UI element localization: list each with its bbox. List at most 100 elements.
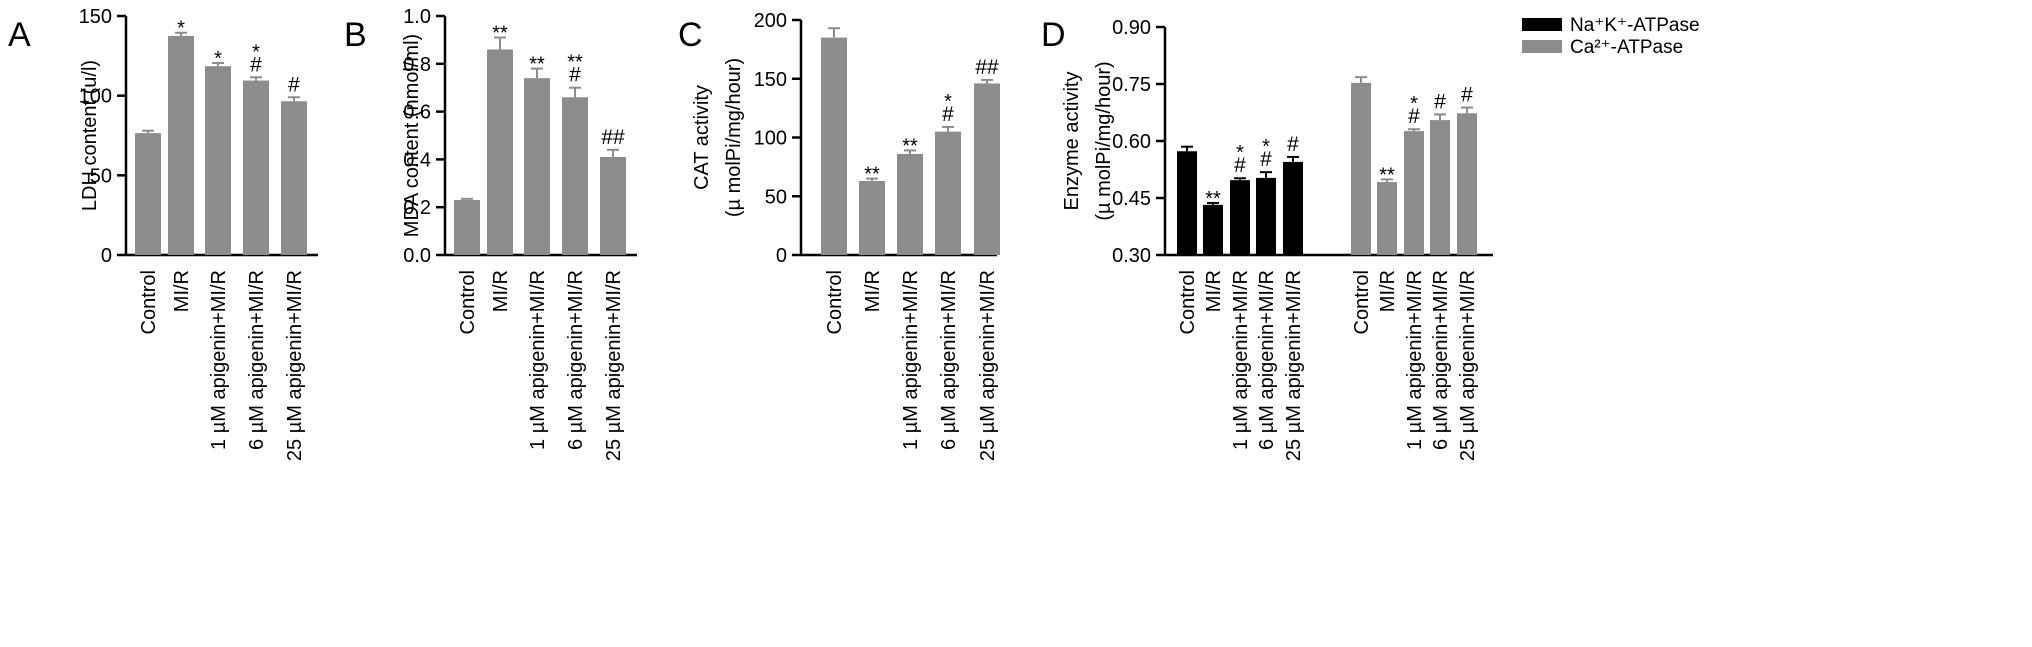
x-tick-label: MI/R <box>171 270 193 312</box>
bar <box>897 153 923 255</box>
bar <box>821 37 847 255</box>
significance-label: # <box>942 103 954 126</box>
significance-label: # <box>288 73 300 96</box>
significance-label: ** <box>1205 188 1221 210</box>
bar <box>524 78 550 255</box>
x-tick-label: Control <box>457 270 479 334</box>
significance-label: # <box>1287 133 1299 156</box>
x-tick-label: 6 µM apigenin+MI/R <box>246 270 268 450</box>
x-tick-label: 6 µM apigenin+MI/R <box>938 270 960 450</box>
y-axis-label: (µ molPi/mg/hour) <box>1093 61 1115 220</box>
legend-label: Na⁺K⁺-ATPase <box>1570 15 1700 36</box>
bar <box>1377 182 1397 255</box>
bar <box>168 35 194 255</box>
y-axis-label: (µ molPi/mg/hour) <box>723 58 745 217</box>
x-tick-label: MI/R <box>1377 270 1399 312</box>
chart-panel-c: C 0 50 100 150 200 CAT activity (µ molPi/mg/hou… <box>678 10 1000 461</box>
y-tick-label: 0.90 <box>1112 17 1151 39</box>
bar <box>281 101 307 255</box>
y-tick-label: 200 <box>754 10 787 32</box>
significance-label: * <box>1236 142 1244 164</box>
x-tick-label: MI/R <box>1203 270 1225 312</box>
y-tick-label: 0.4 <box>403 149 431 171</box>
bar <box>1177 151 1197 255</box>
y-tick-label: 0.75 <box>1112 74 1151 96</box>
bar <box>935 131 961 255</box>
y-tick-label: 100 <box>79 86 112 108</box>
y-tick-label: 0 <box>776 245 787 267</box>
significance-label: # <box>250 53 262 76</box>
x-tick-label: MI/R <box>490 270 512 312</box>
significance-label: * <box>177 18 185 40</box>
significance-label: * <box>252 41 260 63</box>
bar <box>1351 82 1371 255</box>
y-tick-label: 100 <box>754 128 787 150</box>
chart-panel-b: B 0.0 0.2 0.4 0.6 0.8 1.0 MDA content (nmol/ml)… <box>344 6 637 461</box>
x-tick-label: 6 µM apigenin+MI/R <box>1256 270 1278 450</box>
y-tick-label: 0.6 <box>403 102 431 124</box>
bar <box>974 83 1000 255</box>
y-axis-label: LDH content (u/l) <box>79 60 101 211</box>
significance-label: # <box>569 64 581 87</box>
bar <box>487 49 513 256</box>
significance-label: ** <box>492 23 508 45</box>
chart-panel-d: D 0.30 0.45 0.60 0.75 0.90 Enzyme activity (µ m… <box>1041 15 1700 461</box>
significance-label: * <box>1410 93 1418 115</box>
x-tick-label: 1 µM apigenin+MI/R <box>527 270 549 450</box>
y-axis-label: MDA content (nmol/ml) <box>401 34 423 237</box>
significance-label: # <box>1408 105 1420 128</box>
x-tick-label: 25 µM apigenin+MI/R <box>284 270 306 461</box>
x-tick-label: 1 µM apigenin+MI/R <box>1404 270 1426 450</box>
y-tick-label: 0 <box>101 245 112 267</box>
significance-label: * <box>944 91 952 113</box>
bar <box>1430 120 1450 255</box>
y-tick-label: 0.60 <box>1112 131 1151 153</box>
panel-label: B <box>344 16 367 54</box>
y-tick-label: 50 <box>765 186 787 208</box>
x-tick-label: 25 µM apigenin+MI/R <box>977 270 999 461</box>
x-tick-label: 1 µM apigenin+MI/R <box>1230 270 1252 450</box>
x-tick-label: 6 µM apigenin+MI/R <box>565 270 587 450</box>
x-tick-label: Control <box>1177 270 1199 334</box>
panel-label: A <box>8 16 31 54</box>
bar <box>1203 204 1223 255</box>
significance-label: # <box>1260 148 1272 171</box>
significance-label: ## <box>975 56 999 79</box>
legend-label: Ca²⁺-ATPase <box>1570 37 1683 58</box>
bar <box>1256 177 1276 255</box>
y-tick-label: 0.8 <box>403 54 431 76</box>
x-tick-label: 1 µM apigenin+MI/R <box>900 270 922 450</box>
bar <box>454 200 480 255</box>
y-tick-label: 0.2 <box>403 197 431 219</box>
bar <box>243 80 269 255</box>
x-tick-label: Control <box>1351 270 1373 334</box>
bar <box>859 180 885 255</box>
bar <box>600 157 626 255</box>
y-tick-label: 1.0 <box>403 6 431 28</box>
significance-label: ** <box>1379 164 1395 186</box>
significance-label: ** <box>529 54 545 76</box>
y-tick-label: 50 <box>90 165 112 187</box>
x-tick-label: Control <box>824 270 846 334</box>
y-axis-label: CAT activity <box>691 85 713 190</box>
bar <box>1404 131 1424 255</box>
significance-label: * <box>1262 136 1270 158</box>
bar <box>205 66 231 255</box>
y-tick-label: 150 <box>754 69 787 91</box>
y-tick-label: 0.30 <box>1112 245 1151 267</box>
bar <box>1457 113 1477 255</box>
bar <box>1230 180 1250 255</box>
x-tick-label: 6 µM apigenin+MI/R <box>1430 270 1452 450</box>
x-tick-label: 25 µM apigenin+MI/R <box>1457 270 1479 461</box>
significance-label: * <box>214 48 222 70</box>
x-tick-label: 25 µM apigenin+MI/R <box>603 270 625 461</box>
y-tick-label: 0.45 <box>1112 188 1151 210</box>
y-tick-label: 0.0 <box>403 245 431 267</box>
significance-label: ## <box>601 126 625 149</box>
significance-label: ** <box>902 135 918 157</box>
y-tick-label: 150 <box>79 6 112 28</box>
significance-label: ** <box>567 52 583 74</box>
